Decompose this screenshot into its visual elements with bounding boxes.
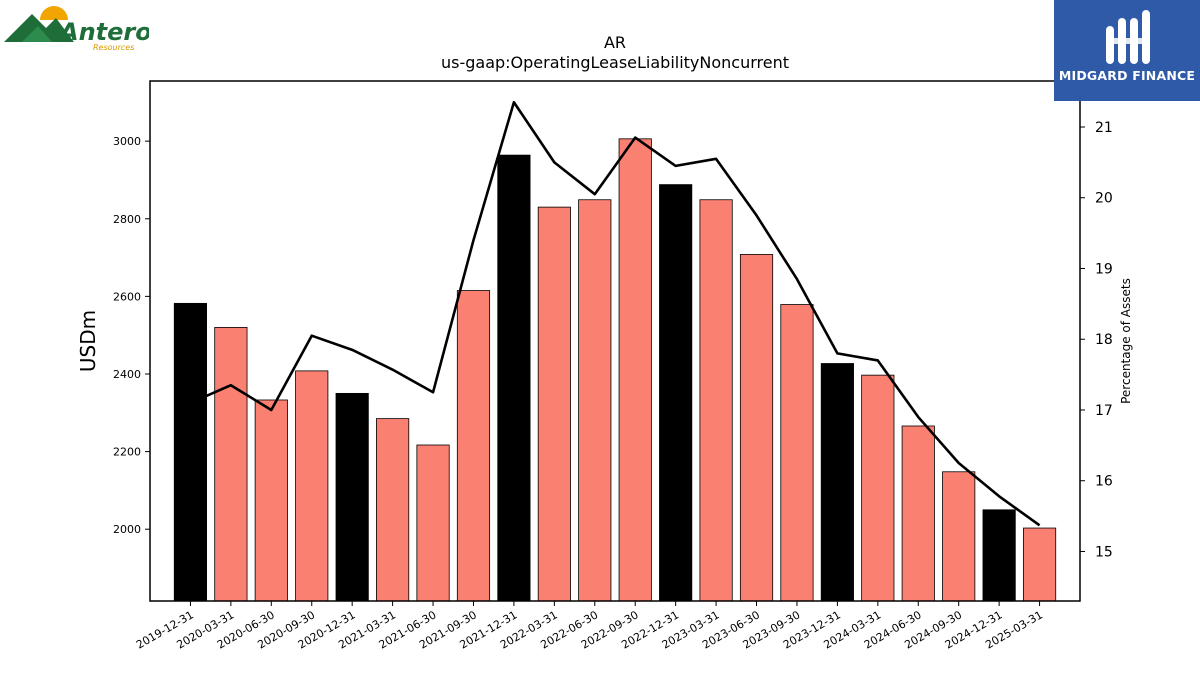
bar-2023-12-31 [820, 363, 854, 602]
bar-2022-06-30 [578, 199, 612, 602]
antero-logo-name: Antero [58, 18, 149, 46]
chart-subtitle: us-gaap:OperatingLeaseLiabilityNoncurren… [441, 53, 789, 72]
y-axis-label: USDm [76, 310, 100, 372]
bar-2025-03-31 [1022, 527, 1057, 602]
y-tick-label: 2200 [113, 446, 141, 459]
bar-2023-06-30 [739, 254, 774, 602]
y2-tick-label: 17 [1095, 403, 1113, 419]
y-tick-label: 2400 [113, 368, 141, 381]
antero-logo: Antero Resources [4, 4, 152, 54]
bar-2024-12-31 [982, 509, 1016, 602]
bar-2021-03-31 [376, 418, 410, 602]
bar-2024-06-30 [901, 425, 935, 602]
bar-2024-03-31 [861, 374, 895, 602]
y2-tick-label: 18 [1095, 332, 1113, 348]
bar-2019-12-31 [173, 302, 208, 602]
chart-title: AR [604, 33, 626, 52]
bar-2020-06-30 [254, 399, 288, 602]
bar-2023-03-31 [699, 199, 733, 602]
bar-2022-12-31 [659, 184, 693, 602]
y-tick-label: 3000 [113, 135, 141, 148]
y-tick-label: 2800 [113, 213, 141, 226]
bar-2020-03-31 [214, 327, 248, 602]
y2-tick-label: 16 [1095, 474, 1113, 490]
percentage-line [189, 100, 1041, 527]
bar-2024-09-30 [942, 471, 976, 602]
y-tick-label: 2600 [113, 290, 141, 303]
bar-2020-09-30 [295, 370, 329, 602]
plot-frame [149, 80, 1081, 602]
bar-2021-06-30 [416, 444, 450, 602]
bar-series [173, 138, 1057, 602]
percentage-line-series [189, 100, 1041, 527]
midgard-finance-logo: MIDGARD FINANCE [1054, 0, 1200, 101]
y2-tick-label: 15 [1095, 544, 1113, 560]
bar-2022-09-30 [618, 138, 652, 602]
bar-2023-09-30 [780, 304, 814, 602]
midgard-finance-name: MIDGARD FINANCE [1058, 68, 1196, 83]
antero-logo-sub: Resources [93, 43, 134, 52]
y-tick-label: 2000 [113, 523, 141, 536]
bar-2021-12-31 [497, 154, 531, 602]
bar-2020-12-31 [335, 392, 369, 602]
midgard-emblem-icon [1106, 10, 1150, 64]
mountain-icon: Antero Resources [4, 6, 152, 52]
bar-2021-09-30 [456, 290, 491, 602]
bar-2022-03-31 [537, 206, 571, 602]
y2-tick-label: 19 [1095, 261, 1113, 277]
y2-tick-label: 20 [1095, 191, 1113, 207]
y2-tick-label: 21 [1095, 120, 1113, 136]
y2-axis-label: Percentage of Assets [1119, 278, 1133, 404]
